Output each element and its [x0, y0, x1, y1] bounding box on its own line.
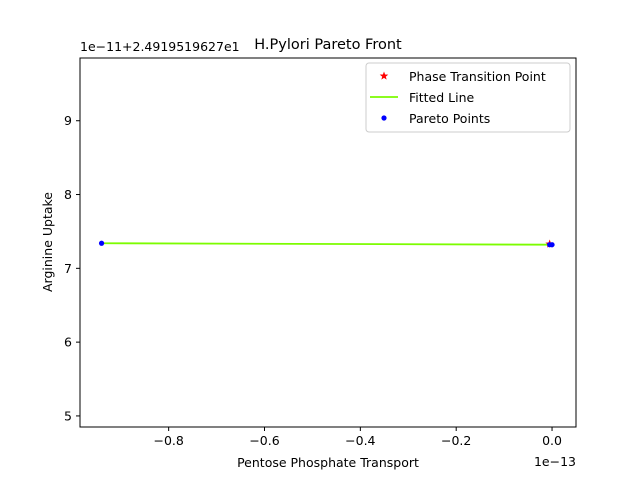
x-tick-label: −0.4 [345, 433, 375, 448]
y-axis-label: Arginine Uptake [40, 192, 55, 292]
x-tick-label: −0.8 [153, 433, 183, 448]
plot-frame [79, 57, 577, 428]
legend-item-pareto-points: Pareto Points [381, 111, 490, 126]
x-tick-label: −0.6 [249, 433, 279, 448]
data-marks [98, 239, 555, 248]
y-tick-label: 8 [64, 187, 72, 202]
x-tick-label: −0.2 [441, 433, 471, 448]
legend-dot-marker [381, 115, 387, 121]
y-tick-label: 9 [64, 113, 72, 128]
y-tick-label: 7 [64, 261, 72, 276]
y-tick-label: 6 [64, 335, 72, 350]
legend-label-fitted-line: Fitted Line [409, 90, 475, 105]
x-tick-label: 0.0 [542, 433, 562, 448]
legend: Phase Transition Point Fitted Line Paret… [365, 62, 571, 133]
x-axis-ticks: −0.8 −0.6 −0.4 −0.2 0.0 [153, 427, 562, 448]
legend-item-phase-transition-point: Phase Transition Point [379, 69, 546, 84]
chart-title: H.Pylori Pareto Front [254, 37, 402, 53]
y-axis-offset-text: 1e−11+2.4919519627e1 [80, 39, 240, 54]
legend-label-pareto-points: Pareto Points [409, 111, 490, 126]
legend-item-fitted-line: Fitted Line [370, 90, 475, 105]
x-axis-label: Pentose Phosphate Transport [237, 455, 419, 470]
pareto-point [549, 242, 555, 248]
fitted-line [101, 242, 553, 246]
y-tick-label: 5 [64, 408, 72, 423]
x-axis-offset-text: 1e−13 [534, 454, 576, 469]
legend-box [365, 62, 571, 133]
pareto-point [98, 240, 105, 246]
legend-label-phase-transition-point: Phase Transition Point [409, 69, 546, 84]
y-axis-ticks: 5 6 7 8 9 [64, 113, 80, 423]
legend-star-marker [379, 71, 389, 80]
